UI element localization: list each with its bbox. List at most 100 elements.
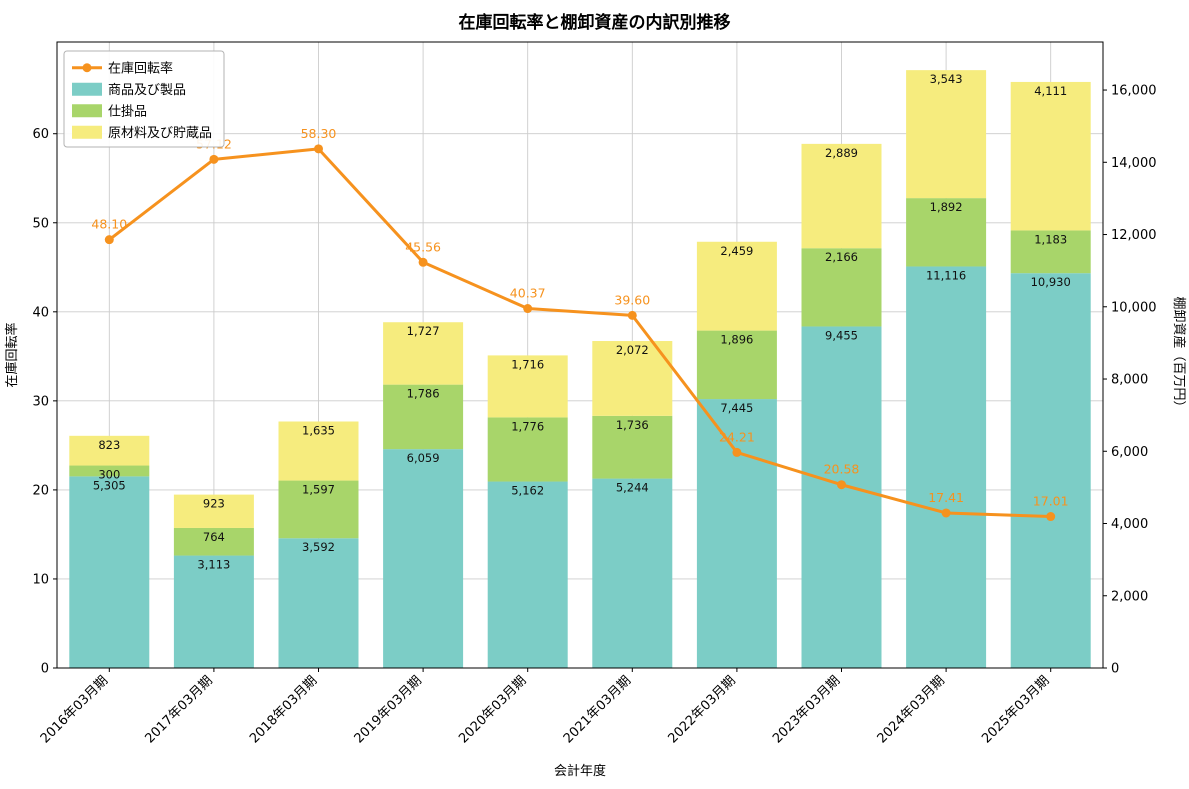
- turnover-point: [418, 257, 428, 267]
- bar-value-labels: 5,305 3,113 3,592 6,059 5,162 5,244 7,445 9,455…: [93, 72, 1071, 571]
- left-tick-label: 10: [32, 572, 49, 587]
- left-tick-label: 20: [32, 483, 49, 498]
- bar-value-label: 300: [98, 468, 120, 482]
- turnover-value-label: 17.01: [1033, 494, 1069, 509]
- bar-segment: [801, 143, 882, 249]
- right-tick-label: 8,000: [1111, 373, 1148, 388]
- bar-segment: [1010, 230, 1091, 274]
- bar-value-label: 923: [203, 497, 225, 511]
- bar-value-label: 3,113: [197, 558, 230, 572]
- legend-label: 在庫回転率: [108, 60, 173, 76]
- bar-segment: [906, 266, 987, 668]
- bar-value-label: 1,635: [302, 424, 335, 438]
- bar-segment: [69, 476, 150, 668]
- bar-value-label: 1,896: [720, 333, 753, 347]
- legend-swatch: [72, 104, 102, 118]
- bar-segment: [906, 70, 987, 199]
- bar-series-0: [69, 266, 1091, 668]
- turnover-value-label: 17.41: [928, 490, 964, 505]
- bar-series-1: [69, 198, 1091, 556]
- bar-value-label: 2,166: [825, 250, 858, 264]
- bar-value-label: 6,059: [407, 451, 440, 465]
- x-tick-label: 2019年03月期: [352, 673, 425, 746]
- x-tick-label: 2025年03月期: [979, 673, 1052, 746]
- turnover-line: [108, 147, 1051, 519]
- bar-series-2: [69, 70, 1091, 528]
- bar-segment: [487, 417, 568, 482]
- left-tick-label: 50: [32, 216, 49, 231]
- bar-value-label: 823: [98, 438, 120, 452]
- bar-value-label: 2,889: [825, 146, 858, 160]
- legend-marker-sample: [82, 63, 92, 73]
- x-tick-label: 2017年03月期: [142, 673, 215, 746]
- turnover-point: [104, 235, 114, 245]
- bar-segment: [487, 481, 568, 668]
- right-tick-label: 0: [1111, 662, 1119, 677]
- legend-label: 仕掛品: [108, 104, 147, 119]
- bar-segment: [487, 355, 568, 418]
- bar-segment: [173, 494, 254, 528]
- left-tick-label: 40: [32, 305, 49, 320]
- turnover-point: [837, 480, 846, 490]
- bar-value-label: 5,162: [511, 484, 544, 498]
- turnover-value-label: 20.58: [824, 462, 860, 477]
- bar-value-label: 11,116: [926, 268, 966, 282]
- bar-segment: [592, 341, 673, 416]
- left-axis-title: 在庫回転率: [4, 322, 20, 387]
- bar-segment: [801, 248, 882, 327]
- turnover-point: [1046, 512, 1056, 522]
- turnover-value-label: 40.37: [510, 286, 546, 301]
- bar-segment: [383, 384, 464, 450]
- bar-value-label: 1,727: [407, 324, 440, 338]
- x-axis-title: 会計年度: [554, 763, 606, 779]
- bar-segment: [69, 435, 150, 466]
- bar-value-label: 1,716: [511, 357, 544, 371]
- right-tick-label: 4,000: [1111, 517, 1148, 532]
- right-tick-label: 16,000: [1111, 84, 1157, 99]
- bar-value-label: 1,736: [616, 418, 649, 432]
- x-tick-label: 2016年03月期: [38, 673, 111, 746]
- bar-value-label: 1,892: [930, 200, 963, 214]
- bar-value-label: 1,183: [1034, 232, 1067, 246]
- bar-segment: [592, 415, 673, 479]
- turnover-value-label: 58.30: [301, 126, 337, 141]
- bar-segment: [278, 538, 359, 668]
- chart-title: 在庫回転率と棚卸資産の内訳別推移: [458, 13, 731, 33]
- bar-segment: [592, 478, 673, 668]
- left-tick-label: 60: [32, 127, 49, 142]
- bar-value-label: 10,930: [1031, 275, 1071, 289]
- bar-value-label: 2,459: [720, 244, 753, 258]
- bar-value-label: 1,786: [407, 387, 440, 401]
- bar-value-label: 4,111: [1034, 84, 1067, 98]
- legend-box: [63, 50, 225, 148]
- left-tick-label: 0: [41, 662, 49, 677]
- right-tick-label: 12,000: [1111, 228, 1157, 243]
- turnover-point: [732, 447, 742, 457]
- legend-label: 商品及び製品: [108, 83, 186, 98]
- x-tick-label: 2023年03月期: [770, 673, 843, 746]
- plot-border: [56, 41, 1104, 669]
- x-tick-label: 2022年03月期: [665, 673, 738, 746]
- bar-segment: [383, 449, 464, 668]
- bar-value-label: 7,445: [720, 401, 753, 415]
- turnover-value-label: 45.56: [405, 239, 441, 254]
- turnover-value-label: 39.60: [614, 292, 650, 307]
- bar-segment: [69, 465, 150, 477]
- bar-segment: [383, 322, 464, 385]
- bar-segment: [173, 527, 254, 556]
- bar-value-label: 9,455: [825, 328, 858, 342]
- bar-segment: [1010, 81, 1091, 231]
- legend-label: 原材料及び貯蔵品: [108, 126, 212, 141]
- turnover-point: [627, 310, 637, 320]
- bar-value-label: 2,072: [616, 343, 649, 357]
- x-tick-label: 2020年03月期: [456, 673, 529, 746]
- x-tick-label: 2021年03月期: [561, 673, 634, 746]
- turnover-point: [941, 508, 951, 518]
- bar-segment: [696, 399, 777, 668]
- bar-value-label: 1,776: [511, 419, 544, 433]
- turnover-point: [314, 144, 323, 154]
- turnover-point: [523, 304, 533, 314]
- bar-value-label: 3,543: [930, 72, 963, 86]
- bar-value-label: 1,597: [302, 483, 335, 497]
